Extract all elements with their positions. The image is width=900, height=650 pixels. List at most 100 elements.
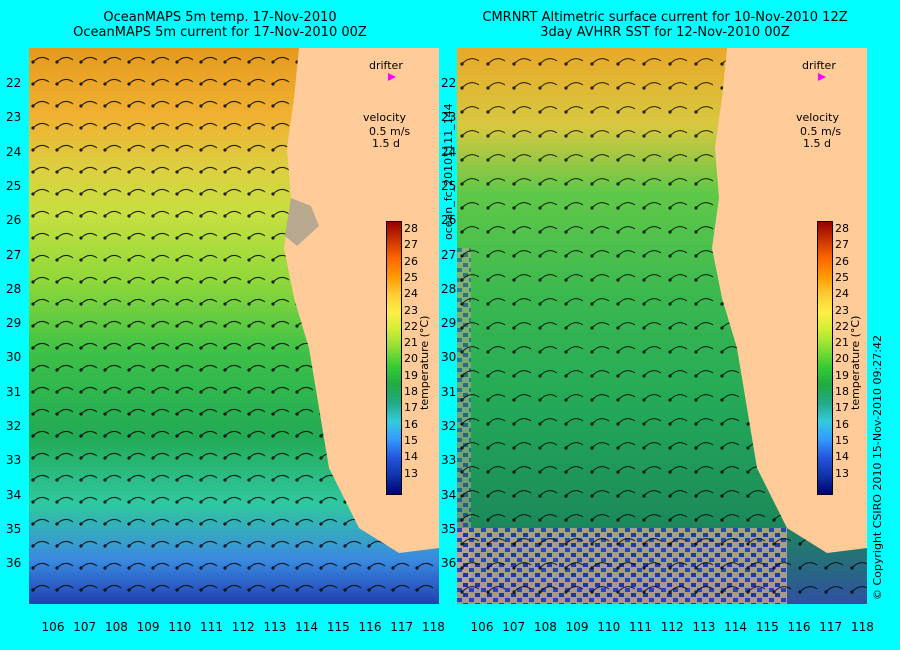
colorbar-tick: 16 (835, 417, 849, 431)
colorbar-tick: 23 (404, 303, 418, 317)
colorbar-tick: 16 (404, 417, 418, 431)
longitude-label: 117 (390, 620, 414, 634)
latitude-label: 29 (441, 316, 457, 331)
right-drifter-icon (818, 73, 826, 81)
colorbar-tick: 13 (835, 466, 849, 480)
colorbar-tick: 14 (835, 450, 849, 464)
colorbar-tick: 22 (835, 319, 849, 333)
left-title: OceanMAPS 5m temp. 17-Nov-2010 OceanMAPS… (60, 10, 380, 40)
longitude-label: 118 (850, 620, 874, 634)
copyright-label: © Copyright CSIRO 2010 15-Nov-2010 09:27… (871, 335, 884, 600)
longitude-label: 107 (502, 620, 526, 634)
colorbar-tick: 15 (404, 433, 418, 447)
left-velocity-time: 1.5 d (372, 137, 400, 150)
latitude-label: 30 (441, 350, 457, 365)
right-colorbar (817, 221, 833, 495)
latitude-label: 36 (6, 556, 22, 571)
right-title-line2: 3day AVHRR SST for 12-Nov-2010 00Z (540, 25, 790, 40)
colorbar-tick: 15 (835, 433, 849, 447)
left-title-line2: OceanMAPS 5m current for 17-Nov-2010 00Z (73, 25, 367, 40)
left-map-svg (29, 48, 439, 604)
latitude-label: 25 (6, 178, 22, 193)
colorbar-tick: 23 (835, 303, 849, 317)
longitude-label: 106 (41, 620, 65, 634)
colorbar-tick: 27 (404, 238, 418, 252)
right-drifter-label: drifter (802, 59, 836, 72)
colorbar-tick: 25 (404, 270, 418, 284)
latitude-label: 26 (6, 213, 22, 228)
colorbar-tick: 17 (835, 401, 849, 415)
left-drifter-icon (388, 73, 396, 81)
right-title: CMRNRT Altimetric surface current for 10… (455, 10, 875, 40)
longitude-label: 117 (819, 620, 843, 634)
colorbar-tick: 17 (404, 401, 418, 415)
colorbar-tick: 18 (404, 385, 418, 398)
latitude-label: 23 (6, 110, 22, 125)
longitude-label: 118 (421, 620, 445, 634)
colorbar-tick: 26 (404, 254, 418, 268)
latitude-label: 30 (6, 350, 22, 365)
latitude-label: 23 (441, 110, 457, 125)
longitude-label: 116 (358, 620, 382, 634)
colorbar-tick: 21 (404, 336, 418, 350)
colorbar-tick: 24 (404, 287, 418, 301)
file-label: ocean_fc_20101111_144 (442, 103, 455, 240)
left-velocity-scale: 0.5 m/s (369, 125, 411, 138)
left-title-line1: OceanMAPS 5m temp. 17-Nov-2010 (103, 10, 337, 25)
right-title-line1: CMRNRT Altimetric surface current for 10… (482, 10, 848, 25)
right-velocity-scale: 0.5 m/s (800, 125, 842, 138)
right-map (457, 48, 867, 604)
latitude-label: 24 (441, 144, 457, 159)
left-colorbar-title: temperature (°C) (418, 315, 431, 410)
colorbar-tick: 21 (835, 336, 849, 350)
longitude-label: 106 (470, 620, 494, 634)
latitude-label: 34 (441, 487, 457, 502)
longitude-label: 112 (231, 620, 255, 634)
right-velocity-label: velocity (796, 111, 839, 124)
latitude-label: 24 (6, 144, 22, 159)
latitude-label: 34 (6, 487, 22, 502)
colorbar-tick: 24 (835, 287, 849, 301)
colorbar-tick: 14 (404, 450, 418, 464)
latitude-label: 33 (6, 453, 22, 468)
right-colorbar-title: temperature (°C) (849, 315, 862, 410)
colorbar-tick: 20 (404, 352, 418, 366)
longitude-label: 109 (136, 620, 160, 634)
colorbar-tick: 19 (835, 368, 849, 382)
latitude-label: 26 (441, 213, 457, 228)
longitude-label: 113 (692, 620, 716, 634)
colorbar-tick: 18 (835, 385, 849, 398)
latitude-label: 32 (6, 419, 22, 433)
longitude-label: 112 (660, 620, 684, 634)
longitude-label: 108 (104, 620, 128, 634)
longitude-label: 113 (263, 620, 287, 634)
latitude-label: 31 (441, 384, 457, 399)
longitude-label: 114 (724, 620, 748, 634)
longitude-label: 111 (629, 620, 652, 634)
right-velocity-time: 1.5 d (803, 137, 831, 150)
colorbar-tick: 19 (404, 368, 418, 382)
colorbar-tick: 20 (835, 352, 849, 366)
latitude-label: 22 (6, 76, 22, 90)
latitude-label: 22 (441, 76, 457, 90)
latitude-label: 28 (441, 281, 457, 296)
latitude-label: 36 (441, 556, 457, 571)
longitude-label: 108 (533, 620, 557, 634)
latitude-label: 35 (6, 521, 22, 536)
colorbar-tick: 28 (835, 222, 849, 235)
latitude-label: 28 (6, 281, 22, 296)
colorbar-tick: 13 (404, 466, 418, 480)
longitude-label: 115 (326, 620, 350, 634)
latitude-label: 27 (441, 247, 457, 262)
longitude-label: 116 (787, 620, 811, 634)
left-map (29, 48, 439, 604)
latitude-label: 35 (441, 521, 457, 536)
colorbar-tick: 25 (835, 270, 849, 284)
colorbar-tick: 27 (835, 238, 849, 252)
longitude-label: 114 (295, 620, 319, 634)
colorbar-tick: 22 (404, 319, 418, 333)
longitude-label: 115 (755, 620, 779, 634)
left-velocity-label: velocity (363, 111, 406, 124)
colorbar-tick: 26 (835, 254, 849, 268)
left-drifter-label: drifter (369, 59, 403, 72)
